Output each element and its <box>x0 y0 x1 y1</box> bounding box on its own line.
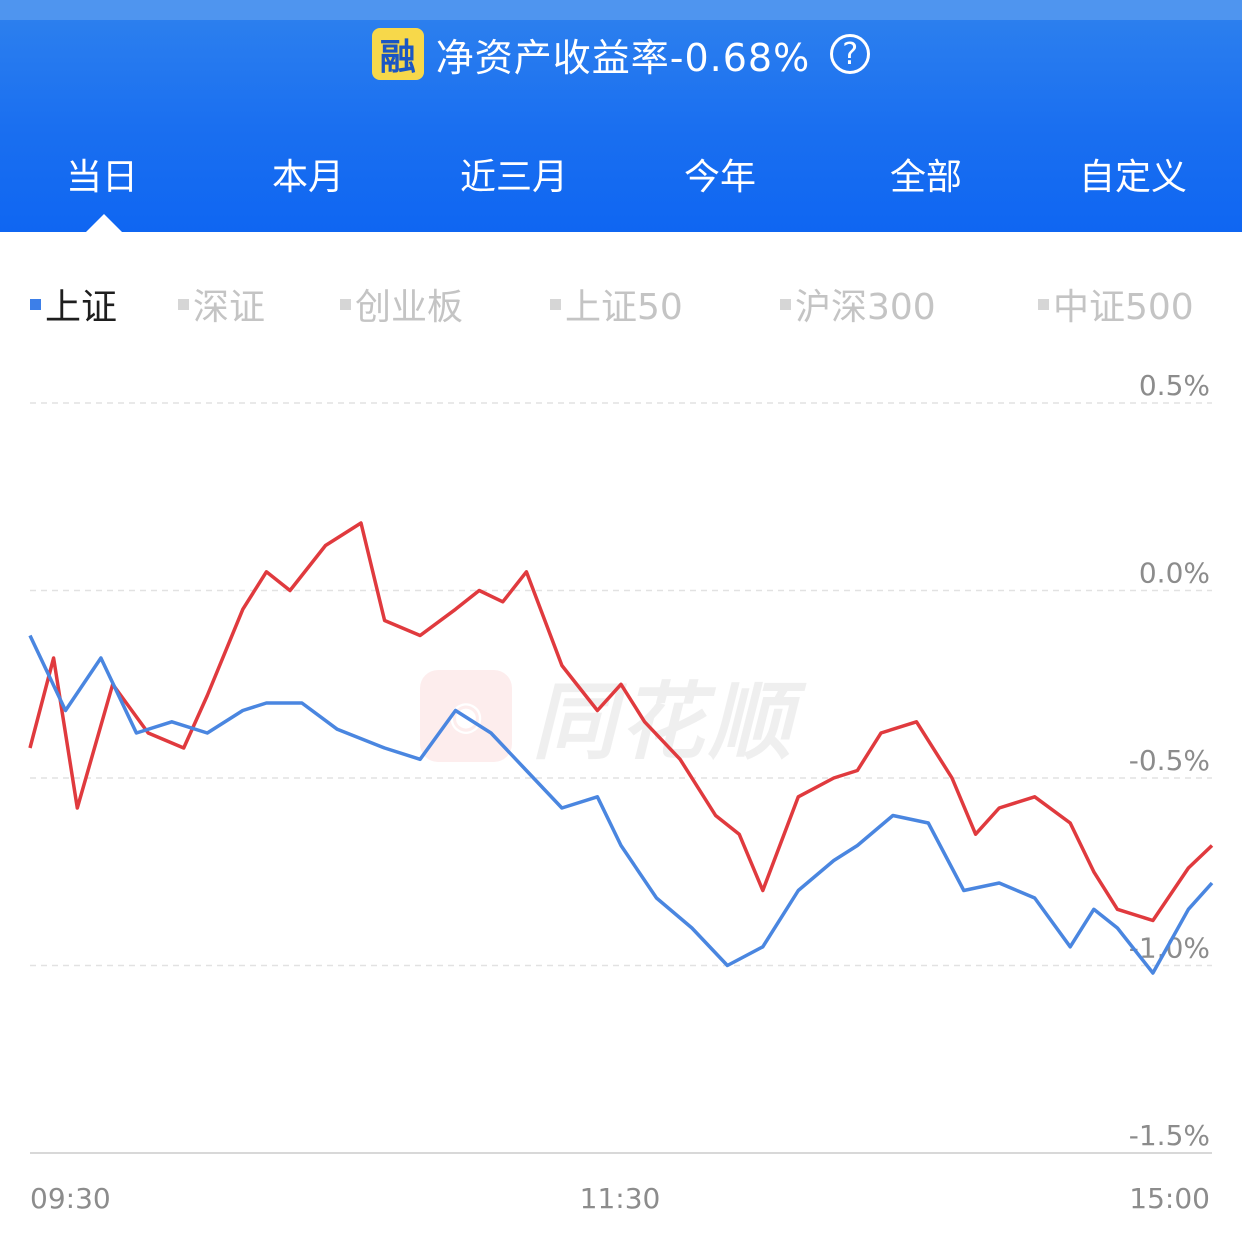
legend-label: 沪深300 <box>795 287 936 328</box>
legend-label: 上证 <box>45 287 118 328</box>
legend-label: 创业板 <box>355 287 464 328</box>
tab-this-year[interactable]: 今年 <box>683 157 756 198</box>
legend-square-icon <box>178 298 189 310</box>
tab-all[interactable]: 全部 <box>889 157 962 198</box>
x-tick-label: 15:00 <box>1129 1182 1210 1215</box>
page-title: 净资产收益率-0.68% <box>435 35 811 80</box>
help-icon[interactable]: ? <box>830 34 871 74</box>
legend-label: 深证 <box>193 287 266 328</box>
legend-csi300[interactable]: 沪深300 <box>780 278 936 330</box>
legend-square-icon <box>340 298 351 310</box>
status-strip <box>0 0 1242 20</box>
legend-square-icon <box>1038 298 1049 310</box>
tab-three-months[interactable]: 近三月 <box>459 157 568 198</box>
legend-label: 中证500 <box>1053 287 1194 328</box>
legend-square-icon <box>550 298 561 310</box>
legend-csi500[interactable]: 中证500 <box>1038 278 1194 330</box>
legend-chinext[interactable]: 创业板 <box>340 278 463 330</box>
legend-square-icon <box>780 298 791 310</box>
watermark-text: 同花顺 <box>532 673 797 771</box>
header: 融 净资产收益率-0.68% ? 当日 本月 近三月 今年 全部 自定义 <box>0 0 1242 232</box>
y-tick-label: 0.0% <box>1139 557 1210 590</box>
legend-shenzhen[interactable]: 深证 <box>178 278 265 330</box>
tab-this-month[interactable]: 本月 <box>271 157 344 198</box>
active-tab-indicator <box>86 214 122 232</box>
legend-sse50[interactable]: 上证50 <box>550 278 683 330</box>
portfolio-return-line <box>28 521 1214 923</box>
y-tick-label: -0.5% <box>1129 744 1210 777</box>
rong-badge-icon: 融 <box>371 28 424 80</box>
index-legend: 上证 深证 创业板 上证50 沪深300 中证500 <box>0 278 1242 328</box>
watermark: ◉ 同花顺 <box>420 655 796 776</box>
return-line-chart: 0.5%0.0%-0.5%-1.0%-1.5% 09:30 11:30 15:00 <box>28 369 1214 1215</box>
legend-label: 上证50 <box>565 287 683 328</box>
shanghai-index-line <box>28 634 1214 975</box>
legend-shanghai[interactable]: 上证 <box>30 278 117 330</box>
title-row: 融 净资产收益率-0.68% ? <box>0 24 1242 84</box>
x-tick-label: 09:30 <box>30 1182 111 1215</box>
tab-today[interactable]: 当日 <box>65 157 138 198</box>
x-tick-label: 11:30 <box>580 1182 661 1215</box>
y-tick-label: -1.5% <box>1129 1119 1210 1152</box>
legend-square-icon <box>30 298 41 310</box>
y-tick-label: 0.5% <box>1139 369 1210 402</box>
period-tabs: 当日 本月 近三月 今年 全部 自定义 <box>0 148 1242 198</box>
tab-custom[interactable]: 自定义 <box>1078 157 1187 198</box>
